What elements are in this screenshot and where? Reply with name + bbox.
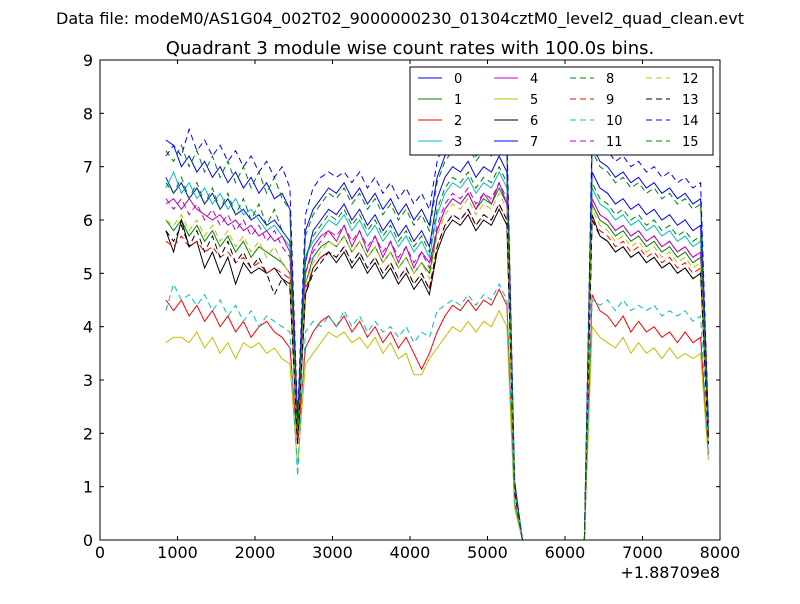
- x-tick-label: 0: [95, 543, 105, 562]
- series-line-2: [165, 288, 709, 541]
- legend-label-2: 2: [454, 114, 462, 129]
- legend-label-7: 7: [530, 135, 538, 150]
- x-tick-label: 1000: [157, 543, 198, 562]
- series-line-11: [165, 181, 709, 541]
- y-tick-label: 6: [83, 211, 93, 230]
- legend-label-15: 15: [682, 135, 699, 150]
- series-line-5: [165, 309, 709, 541]
- legend-label-0: 0: [454, 72, 462, 87]
- y-tick-label: 5: [83, 264, 93, 283]
- legend-label-13: 13: [682, 93, 699, 108]
- series-line-7: [165, 133, 709, 541]
- series-line-12: [165, 192, 709, 541]
- y-tick-label: 0: [83, 531, 93, 550]
- x-tick-label: 8000: [700, 543, 741, 562]
- x-offset-label: +1.88709e8: [620, 563, 720, 582]
- y-tick-label: 1: [83, 478, 93, 497]
- y-tick-label: 7: [83, 158, 93, 177]
- y-tick-label: 3: [83, 371, 93, 390]
- legend-label-1: 1: [454, 93, 462, 108]
- chart-title: Quadrant 3 module wise count rates with …: [166, 38, 655, 59]
- legend-label-4: 4: [530, 72, 538, 87]
- series-line-14: [165, 106, 709, 541]
- legend-box: [409, 66, 714, 156]
- legend-label-8: 8: [606, 72, 614, 87]
- file-suptitle: Data file: modeM0/AS1G04_002T02_90000002…: [56, 9, 744, 29]
- y-tick-label: 2: [83, 424, 93, 443]
- series-layer: [165, 106, 709, 541]
- legend-label-12: 12: [682, 72, 699, 87]
- x-tick-label: 4000: [390, 543, 431, 562]
- y-tick-label: 8: [83, 104, 93, 123]
- ticks-layer: 0 1000 2000 3000 4000 5000 6000 7000 80000123456…: [83, 51, 741, 562]
- series-line-15: [165, 165, 709, 541]
- legend-label-6: 6: [530, 114, 538, 129]
- legend-label-5: 5: [530, 93, 538, 108]
- legend-label-10: 10: [606, 114, 623, 129]
- series-line-8: [165, 138, 709, 541]
- series-line-3: [165, 170, 709, 541]
- legend-label-11: 11: [606, 135, 623, 150]
- x-tick-label: 6000: [545, 543, 586, 562]
- series-line-10: [165, 282, 709, 541]
- legend-label-14: 14: [682, 114, 699, 129]
- y-tick-label: 4: [83, 318, 93, 337]
- y-tick-label: 9: [83, 51, 93, 70]
- x-tick-label: 7000: [622, 543, 663, 562]
- x-tick-label: 2000: [235, 543, 276, 562]
- legend-label-3: 3: [454, 135, 462, 150]
- legend-label-9: 9: [606, 93, 614, 108]
- x-tick-label: 3000: [312, 543, 353, 562]
- series-line-13: [165, 202, 709, 541]
- x-tick-label: 5000: [467, 543, 508, 562]
